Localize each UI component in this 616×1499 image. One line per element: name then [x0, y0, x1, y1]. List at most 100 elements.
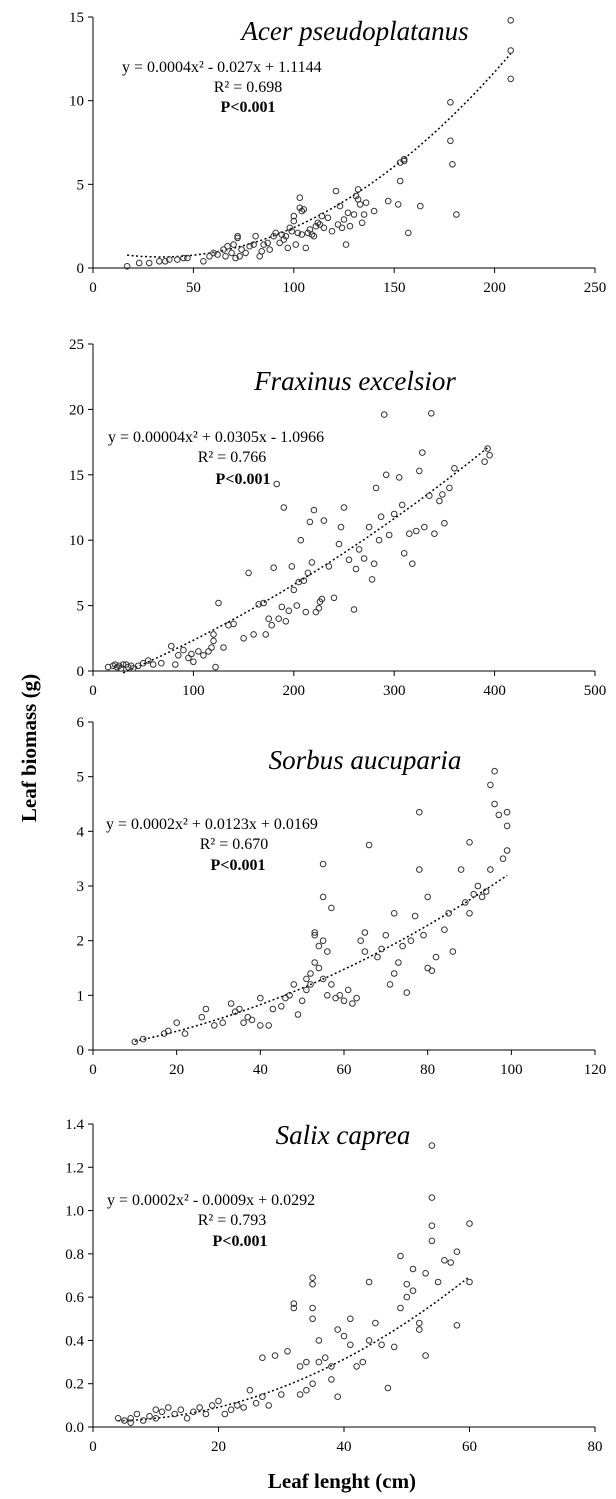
- trend-equation: y = 0.0002x² + 0.0123x + 0.0169: [106, 816, 318, 833]
- x-tick-label: 40: [337, 1439, 352, 1455]
- data-point: [252, 232, 259, 240]
- data-point: [328, 904, 335, 912]
- data-point: [290, 1304, 298, 1312]
- data-point: [352, 565, 360, 573]
- data-point: [466, 1220, 473, 1227]
- data-point: [422, 1270, 429, 1277]
- x-tick-label: 200: [283, 683, 306, 699]
- data-point: [236, 1005, 243, 1013]
- data-point: [177, 1406, 185, 1413]
- data-point: [272, 229, 280, 237]
- data-point: [240, 635, 247, 642]
- data-point: [312, 222, 320, 230]
- data-point: [399, 942, 406, 950]
- panel-title: Acer pseudoplatanus: [239, 16, 468, 46]
- data-point: [275, 615, 283, 623]
- data-point: [324, 948, 331, 955]
- y-tick-label: 6: [77, 715, 85, 731]
- x-tick-label: 80: [588, 1439, 603, 1455]
- data-point: [288, 227, 296, 235]
- x-tick-label: 400: [483, 683, 506, 699]
- data-point: [311, 959, 319, 966]
- data-point: [200, 652, 207, 659]
- data-point: [457, 866, 465, 873]
- data-point: [336, 992, 344, 999]
- data-point: [315, 942, 323, 950]
- plot-area: 0 5 10 15 20 25 0 100 200 300 400 500: [69, 337, 606, 699]
- data-point: [175, 652, 182, 659]
- data-point: [441, 519, 448, 527]
- data-point: [372, 484, 380, 492]
- x-tick-label: 250: [584, 280, 607, 296]
- data-point: [221, 1410, 229, 1418]
- trend-line: [118, 1275, 470, 1422]
- data-point: [466, 1278, 473, 1286]
- data-point: [265, 1022, 273, 1029]
- data-point: [446, 484, 453, 492]
- data-point: [503, 822, 511, 830]
- data-point: [278, 603, 286, 611]
- data-point: [324, 214, 332, 222]
- data-point: [315, 604, 323, 612]
- data-point: [394, 201, 402, 208]
- data-point: [248, 1016, 256, 1024]
- trend-line: [134, 874, 508, 1043]
- data-point: [344, 986, 352, 994]
- data-point: [449, 161, 456, 168]
- data-point: [325, 563, 333, 570]
- data-point: [318, 595, 326, 603]
- y-tick-label: 10: [69, 533, 84, 549]
- p-value: P<0.001: [221, 99, 276, 116]
- data-point: [310, 232, 318, 240]
- data-point: [395, 959, 402, 966]
- data-point: [403, 989, 411, 996]
- y-axis-label: Leaf biomass (g): [17, 674, 41, 822]
- data-point: [384, 1384, 392, 1392]
- data-point: [234, 232, 241, 240]
- data-point: [215, 599, 222, 607]
- data-point: [270, 564, 278, 572]
- data-point: [342, 241, 350, 248]
- data-point: [131, 1038, 139, 1046]
- data-point: [127, 1419, 134, 1426]
- data-point: [200, 258, 207, 265]
- data-point: [183, 1415, 191, 1422]
- data-point: [302, 244, 310, 252]
- data-point: [365, 523, 373, 531]
- data-point: [290, 212, 298, 220]
- data-point: [361, 929, 369, 936]
- data-point: [271, 1352, 279, 1359]
- y-tick-label: 5: [77, 599, 85, 615]
- data-point: [278, 1003, 285, 1010]
- data-point: [397, 1252, 404, 1260]
- data-point: [284, 244, 292, 252]
- data-point: [222, 252, 229, 260]
- data-point: [466, 910, 473, 917]
- data-point: [378, 1341, 385, 1349]
- data-point: [202, 1410, 210, 1418]
- data-point: [250, 241, 257, 248]
- data-point: [397, 1304, 404, 1312]
- data-point: [307, 981, 314, 988]
- data-point: [491, 767, 498, 775]
- data-point: [324, 992, 331, 999]
- data-point: [304, 569, 312, 577]
- data-point: [340, 997, 348, 1005]
- data-point: [499, 855, 507, 863]
- data-point: [384, 197, 392, 205]
- data-point: [441, 926, 448, 934]
- data-point: [290, 1300, 298, 1307]
- data-point: [338, 224, 346, 232]
- data-point: [319, 975, 327, 983]
- data-point: [340, 504, 348, 511]
- data-point: [382, 471, 390, 479]
- data-point: [409, 560, 416, 568]
- data-point: [396, 177, 404, 185]
- data-point: [453, 1248, 461, 1255]
- data-point: [434, 1278, 442, 1286]
- data-point: [309, 1380, 316, 1387]
- data-point: [296, 1363, 304, 1370]
- data-point: [165, 1027, 172, 1035]
- y-tick-label: 5: [77, 177, 85, 193]
